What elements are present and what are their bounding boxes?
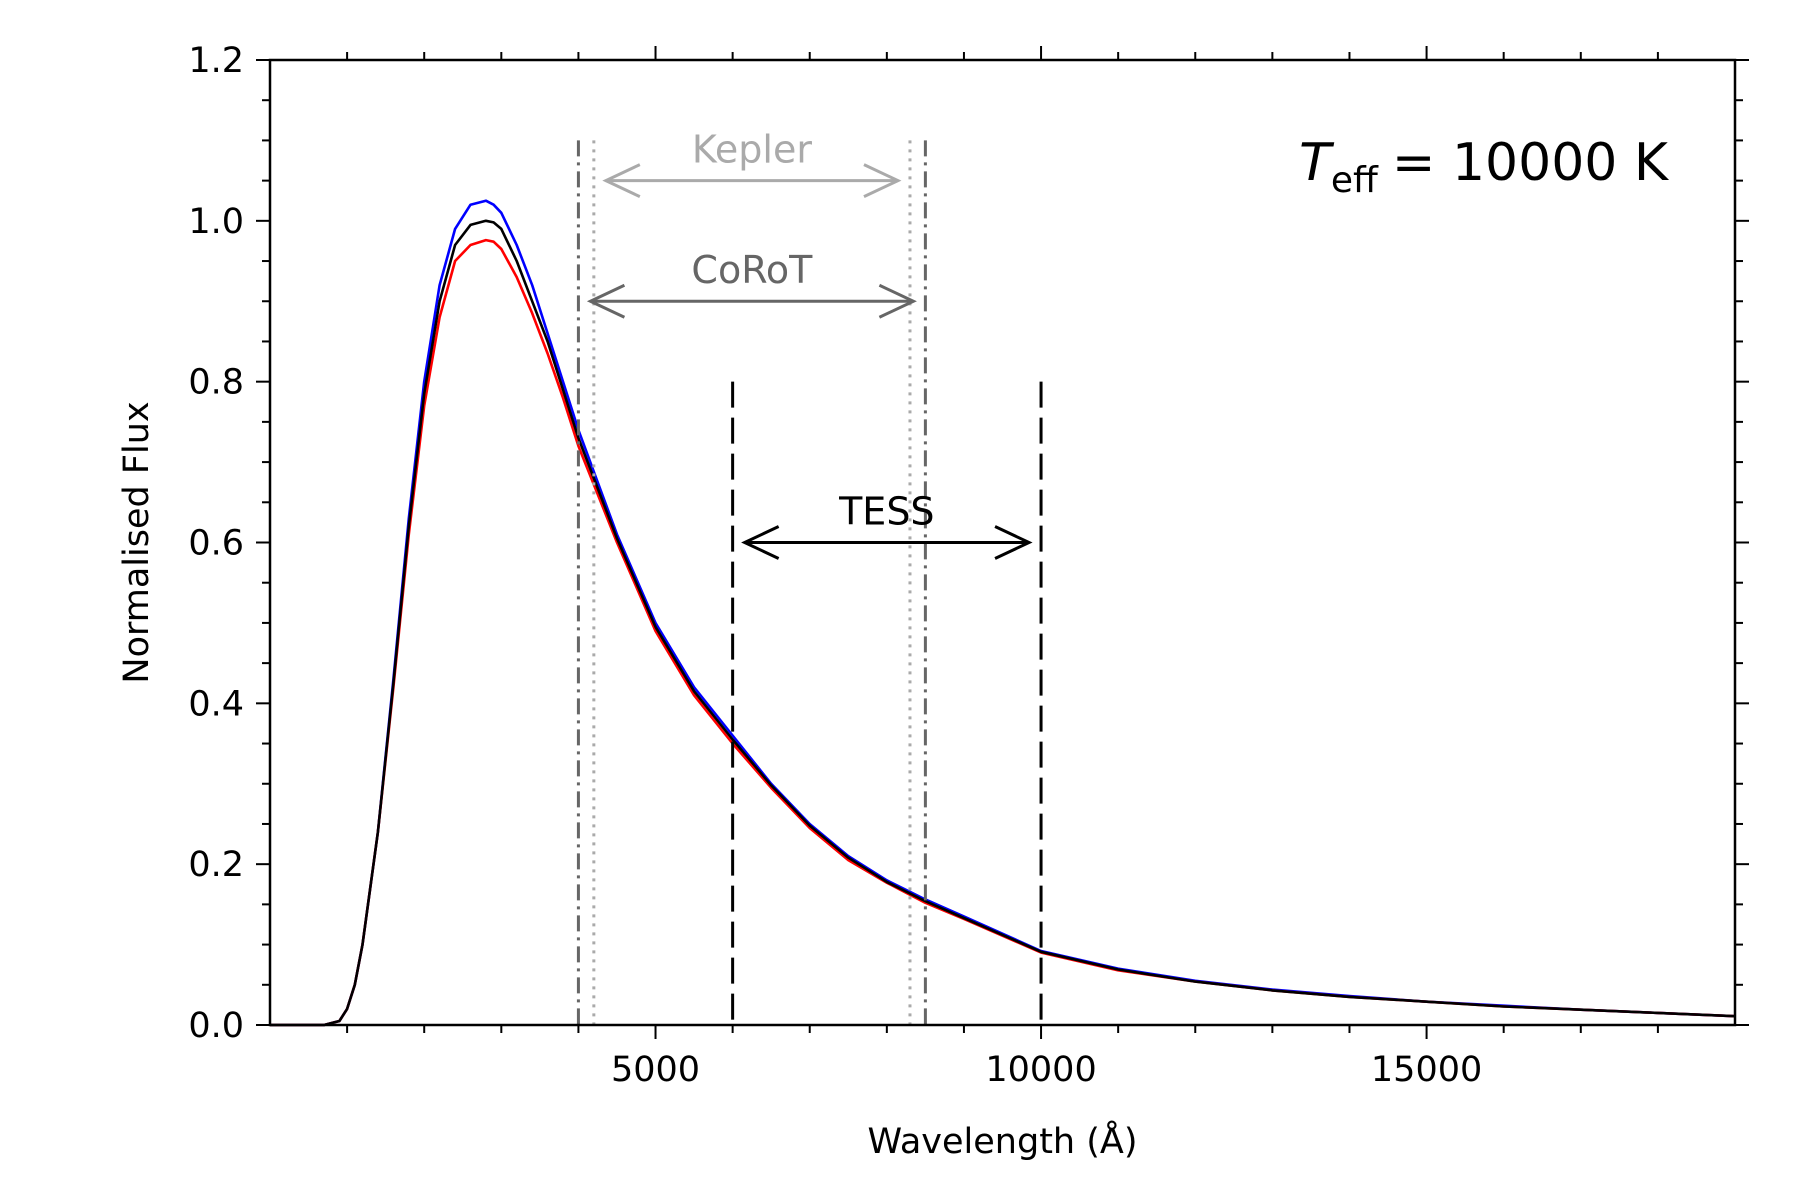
y-tick-label: 1.2 [188,41,244,81]
kepler-arrowhead-right [863,163,902,198]
y-tick-label: 0.0 [188,1006,244,1046]
kepler-label: Kepler [692,127,812,171]
x-tick-label: 10000 [985,1050,1096,1090]
y-tick-label: 0.6 [188,524,244,564]
flux-curve-1 [270,199,1736,1027]
flux-curve-3 [270,219,1736,1027]
teff-annotation: Teff = 10000 K [1299,133,1670,201]
tess-label: TESS [838,489,934,533]
x-tick-label: 5000 [611,1050,700,1090]
teff-symbol: T [1299,133,1335,193]
x-axis-label: Wavelength (Å) [867,1119,1137,1162]
y-tick-label: 0.4 [188,684,244,724]
tess-arrowhead-right [994,525,1033,560]
teff-value: = 10000 K [1392,133,1670,193]
corot-arrowhead-left [586,283,626,319]
kepler-arrowhead-left [602,163,641,198]
y-tick-label: 0.8 [188,363,244,403]
y-tick-label: 0.2 [188,845,244,885]
corot-arrowhead-right [878,283,917,319]
curves-layer [270,199,1736,1027]
y-axis-label: Normalised Flux [117,401,157,683]
corot-label: CoRoT [691,248,813,292]
teff-subscript: eff [1331,160,1379,201]
tess-arrowhead-left [741,525,780,560]
bands-layer: Kepler CoRoT TESS [576,127,1043,1025]
x-tick-label: 15000 [1371,1050,1482,1090]
y-axis-ticks: 0.0 0.2 0.4 0.6 0.8 1.0 1.2 [188,41,1749,1046]
y-tick-label: 1.0 [188,202,244,242]
x-axis-ticks: 5000 10000 15000 [346,46,1659,1090]
flux-curve-2 [270,238,1736,1027]
